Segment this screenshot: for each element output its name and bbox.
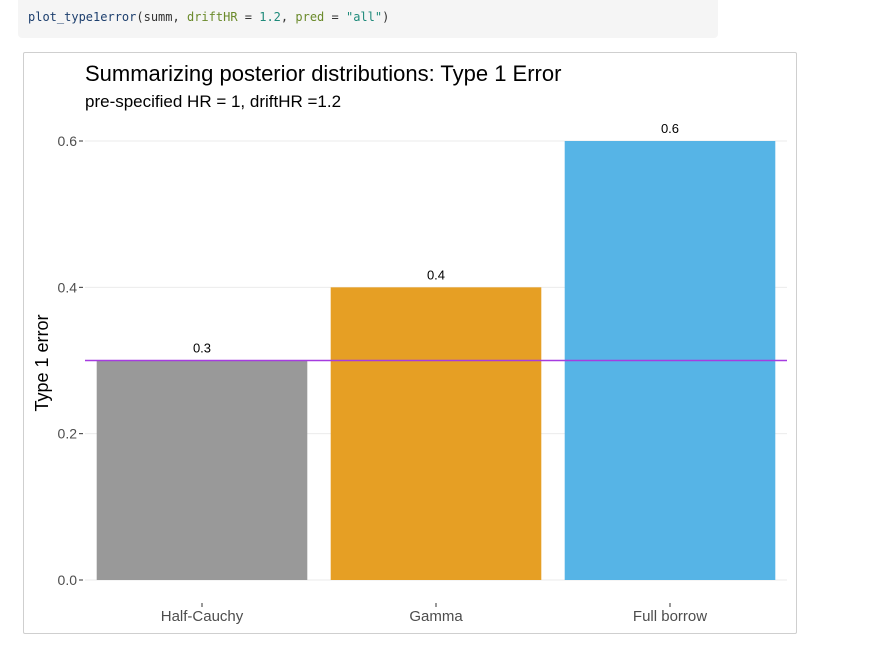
chart-subtitle: pre-specified HR = 1, driftHR =1.2 [85,92,341,111]
chart-title: Summarizing posterior distributions: Typ… [85,61,561,86]
code-function: plot_type1error [28,10,137,24]
y-tick-label: 0.2 [58,426,78,442]
x-tick-label: Full borrow [633,608,707,625]
bar-gamma [330,287,542,580]
data-labels: 0.3 0.4 0.6 [193,121,679,356]
code-block: plot_type1error(summ, driftHR = 1.2, pre… [18,0,718,38]
code-arg3-name: pred [295,10,325,24]
code-arg3-value: "all" [345,10,383,24]
code-arg2-name: driftHR [186,10,238,24]
y-axis-ticks: 0.0 0.2 0.4 0.6 [58,133,83,588]
code-line: plot_type1error(summ, driftHR = 1.2, pre… [28,10,390,24]
code-arg1: summ [143,10,173,24]
y-axis-label: Type 1 error [32,314,52,411]
bar-chart: Summarizing posterior distributions: Typ… [32,61,787,625]
x-tick-label: Gamma [409,608,463,625]
x-tick-label: Half-Cauchy [161,608,244,625]
x-axis-ticks: Half-Cauchy Gamma Full borrow [161,603,707,625]
y-tick-label: 0.6 [58,133,78,149]
bar-value-label: 0.3 [193,341,211,356]
code-arg2-value: 1.2 [259,10,281,24]
plot-frame: Summarizing posterior distributions: Typ… [23,52,797,634]
bar-value-label: 0.4 [427,267,445,282]
bar-half-cauchy [96,360,308,580]
bar-value-label: 0.6 [661,121,679,136]
y-tick-label: 0.4 [58,279,78,295]
y-tick-label: 0.0 [58,572,78,588]
